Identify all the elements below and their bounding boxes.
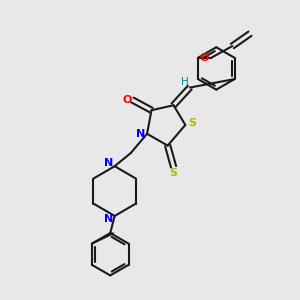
Text: S: S [188, 118, 196, 128]
Text: N: N [103, 214, 113, 224]
Text: N: N [136, 129, 145, 139]
Text: O: O [122, 95, 132, 105]
Text: N: N [103, 158, 113, 168]
Text: O: O [200, 53, 209, 63]
Text: H: H [181, 77, 188, 87]
Text: S: S [169, 168, 178, 178]
